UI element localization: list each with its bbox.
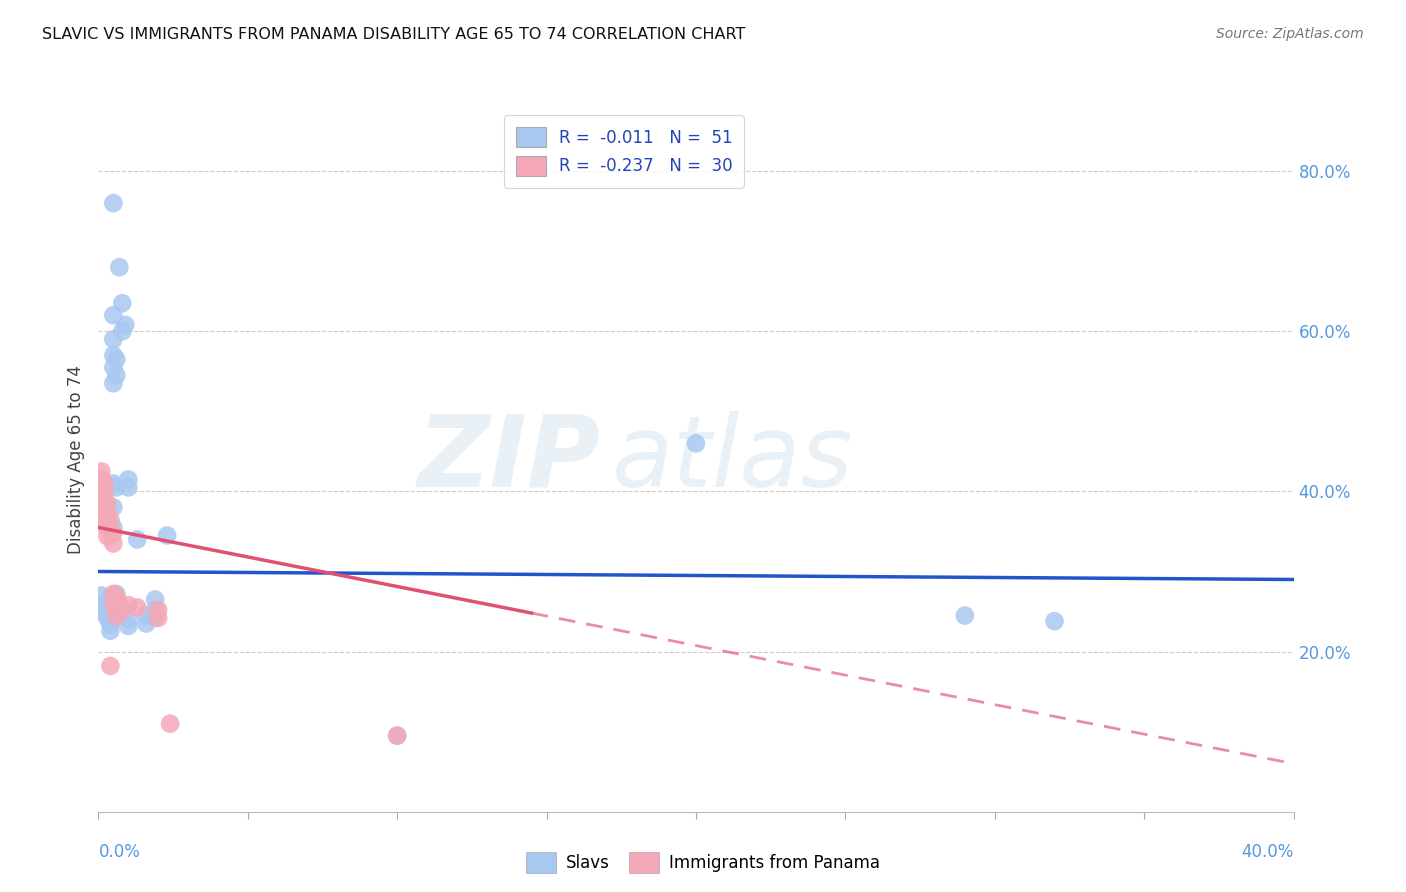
- Point: [685, 436, 707, 450]
- Point: [105, 480, 128, 494]
- Point: [127, 600, 149, 615]
- Point: [96, 507, 118, 521]
- Point: [98, 613, 122, 627]
- Point: [108, 260, 131, 275]
- Point: [385, 729, 409, 743]
- Point: [103, 476, 125, 491]
- Point: [953, 608, 976, 623]
- Point: [103, 308, 125, 322]
- Point: [114, 318, 136, 332]
- Point: [96, 529, 118, 543]
- Text: ZIP: ZIP: [418, 411, 600, 508]
- Point: [117, 472, 139, 486]
- Text: 0.0%: 0.0%: [98, 843, 141, 861]
- Point: [105, 590, 128, 604]
- Legend: R =  -0.011   N =  51, R =  -0.237   N =  30: R = -0.011 N = 51, R = -0.237 N = 30: [505, 115, 744, 187]
- Point: [98, 659, 122, 673]
- Point: [98, 624, 122, 638]
- Point: [98, 524, 122, 539]
- Point: [96, 595, 118, 609]
- Point: [143, 603, 166, 617]
- Point: [98, 590, 122, 604]
- Point: [98, 617, 122, 632]
- Point: [111, 324, 134, 338]
- Point: [385, 729, 409, 743]
- Point: [103, 536, 125, 550]
- Point: [98, 607, 122, 622]
- Point: [103, 376, 125, 391]
- Point: [93, 486, 115, 500]
- Point: [98, 512, 122, 526]
- Point: [135, 616, 157, 631]
- Text: 40.0%: 40.0%: [1241, 843, 1294, 861]
- Point: [105, 608, 128, 623]
- Point: [103, 606, 125, 620]
- Point: [135, 608, 157, 623]
- Point: [103, 520, 125, 534]
- Point: [105, 599, 128, 614]
- Point: [98, 597, 122, 611]
- Point: [127, 533, 149, 547]
- Point: [111, 603, 134, 617]
- Point: [103, 332, 125, 346]
- Point: [96, 600, 118, 615]
- Point: [96, 496, 118, 510]
- Point: [117, 480, 139, 494]
- Point: [90, 589, 112, 603]
- Point: [108, 598, 131, 612]
- Point: [90, 464, 112, 478]
- Point: [143, 611, 166, 625]
- Point: [103, 526, 125, 541]
- Point: [103, 348, 125, 362]
- Point: [103, 360, 125, 375]
- Point: [117, 598, 139, 612]
- Point: [148, 611, 170, 625]
- Point: [111, 296, 134, 310]
- Point: [98, 603, 122, 617]
- Point: [96, 611, 118, 625]
- Point: [105, 368, 128, 383]
- Point: [103, 598, 125, 612]
- Text: SLAVIC VS IMMIGRANTS FROM PANAMA DISABILITY AGE 65 TO 74 CORRELATION CHART: SLAVIC VS IMMIGRANTS FROM PANAMA DISABIL…: [42, 27, 745, 42]
- Point: [90, 472, 112, 486]
- Point: [103, 587, 125, 601]
- Point: [148, 603, 170, 617]
- Point: [103, 196, 125, 211]
- Point: [159, 716, 181, 731]
- Point: [105, 587, 128, 601]
- Point: [93, 496, 115, 510]
- Text: atlas: atlas: [613, 411, 853, 508]
- Point: [103, 590, 125, 604]
- Point: [93, 476, 115, 491]
- Point: [103, 600, 125, 615]
- Point: [93, 606, 115, 620]
- Point: [93, 518, 115, 533]
- Point: [90, 486, 112, 500]
- Legend: Slavs, Immigrants from Panama: Slavs, Immigrants from Panama: [519, 846, 887, 880]
- Point: [1043, 614, 1066, 628]
- Point: [105, 609, 128, 624]
- Point: [105, 352, 128, 367]
- Point: [96, 518, 118, 533]
- Text: Source: ZipAtlas.com: Source: ZipAtlas.com: [1216, 27, 1364, 41]
- Y-axis label: Disability Age 65 to 74: Disability Age 65 to 74: [66, 365, 84, 554]
- Point: [117, 613, 139, 627]
- Point: [117, 619, 139, 633]
- Point: [96, 605, 118, 619]
- Point: [103, 500, 125, 515]
- Point: [93, 507, 115, 521]
- Point: [105, 598, 128, 612]
- Point: [143, 592, 166, 607]
- Point: [156, 528, 179, 542]
- Point: [93, 598, 115, 612]
